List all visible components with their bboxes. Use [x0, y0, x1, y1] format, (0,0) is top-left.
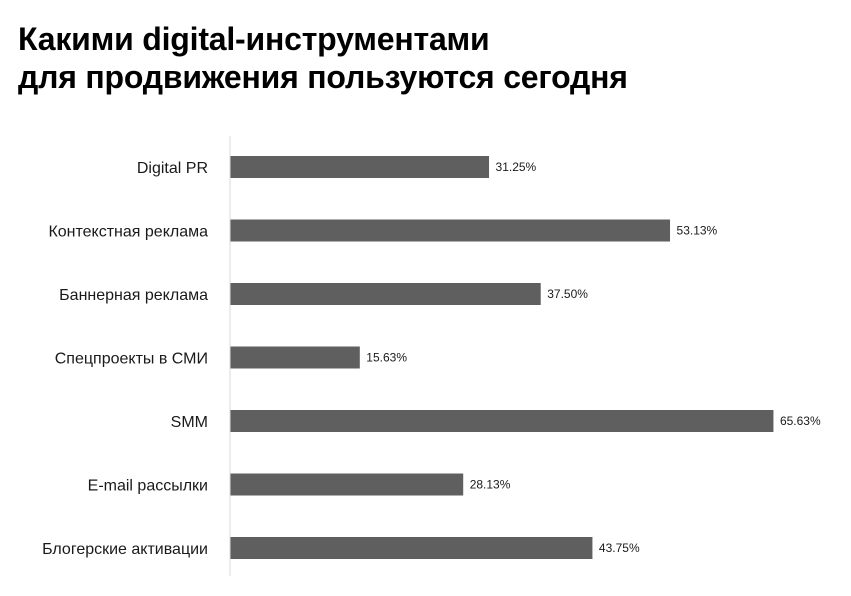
chart-title-line-2: для продвижения пользуются сегодня [18, 59, 628, 95]
data-label: 15.63% [366, 351, 407, 365]
data-label: 28.13% [470, 478, 511, 492]
category-label: Спецпроекты в СМИ [55, 351, 208, 368]
category-label: Блогерские активации [42, 541, 208, 558]
data-label: 53.13% [677, 224, 718, 238]
bar [230, 283, 541, 305]
chart-title-line-1: Какими digital-инструментами [18, 21, 490, 57]
bar [230, 410, 774, 432]
data-label: 37.50% [547, 287, 588, 301]
category-label: Digital PR [137, 160, 208, 177]
category-label: SMM [171, 414, 208, 431]
data-label: 31.25% [496, 160, 537, 174]
bar [230, 219, 671, 242]
data-label: 43.75% [599, 541, 640, 555]
category-label: Контекстная реклама [48, 224, 208, 241]
data-label: 65.63% [780, 414, 821, 428]
bar [230, 156, 490, 178]
category-label: E-mail рассылки [88, 478, 208, 495]
bar [230, 473, 464, 496]
category-label: Баннерная реклама [59, 287, 208, 304]
bar [230, 537, 593, 559]
bar [230, 346, 360, 369]
chart-title: Какими digital-инструментами для продвиж… [18, 20, 628, 96]
